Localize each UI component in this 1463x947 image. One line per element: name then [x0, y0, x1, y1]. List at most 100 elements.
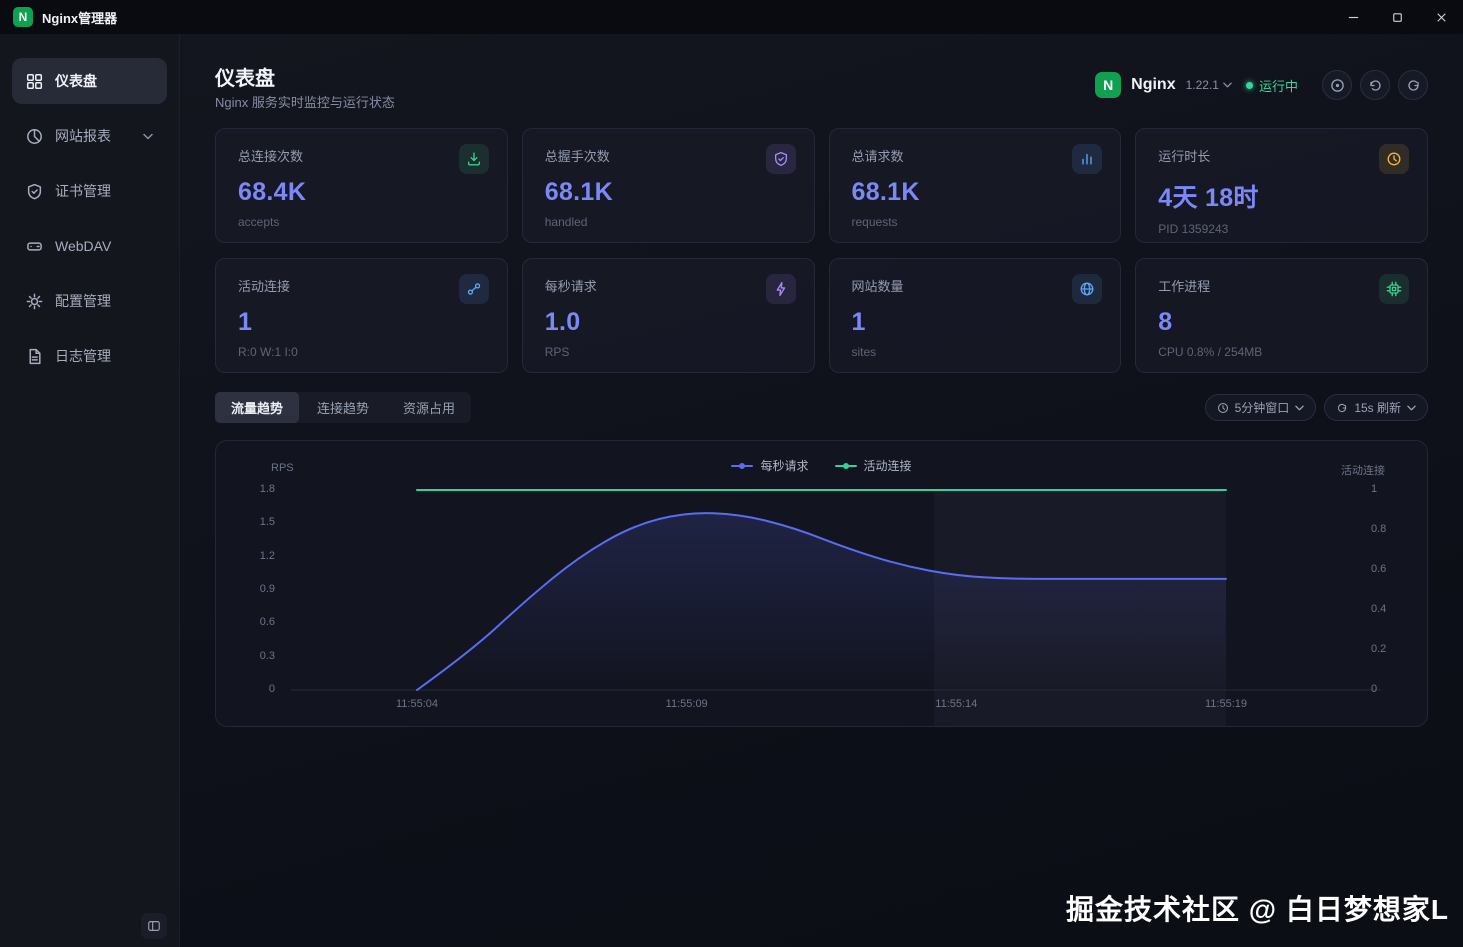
tab-connection-trend[interactable]: 连接趋势: [317, 401, 370, 416]
stat-value: 8: [1158, 308, 1173, 336]
details-button[interactable]: [1322, 70, 1352, 100]
chart-tick-label: 0: [268, 683, 275, 695]
link-nodes-icon: [458, 274, 489, 304]
stat-value: 68.4K: [238, 178, 307, 206]
clock-icon: [1379, 144, 1409, 174]
tab-traffic-trend[interactable]: 流量趋势: [215, 392, 300, 423]
chart-tick-label: 0.8: [1371, 523, 1387, 535]
traffic-chart-panel: RPS 活动连接 每秒请求 活动连接 1.8 1.5 1.2 0.9 0.6 0.3 0 1 0…: [215, 440, 1428, 727]
sidebar-item-label: WebDAV: [55, 238, 112, 254]
sidebar-item-dashboard[interactable]: 仪表盘: [12, 58, 167, 104]
stat-card-total-handshakes: 总握手次数 68.1K handled: [521, 128, 815, 243]
close-icon: [1436, 12, 1446, 22]
bar-chart-icon: [1072, 144, 1103, 174]
stat-sub: PID 1359243: [1158, 222, 1229, 236]
version-selector[interactable]: 1.22.1: [1186, 78, 1232, 92]
stat-sub: requests: [851, 215, 898, 229]
stat-label: 总握手次数: [544, 149, 610, 164]
sidebar-item-certificates[interactable]: 证书管理: [12, 168, 167, 214]
stat-sub: handled: [544, 215, 588, 229]
stat-value: 1: [851, 308, 866, 336]
refresh-icon: [1338, 403, 1347, 412]
maximize-button[interactable]: [1375, 0, 1419, 34]
status-dot: [1245, 81, 1253, 89]
chevron-down-icon: [1223, 82, 1232, 88]
stat-sub: R:0 W:1 I:0: [238, 345, 298, 359]
globe-icon: [1072, 274, 1103, 304]
chart-tick-label: 11:55:09: [665, 698, 708, 710]
status-label: 运行中: [1258, 78, 1298, 94]
stat-card-worker-processes: 工作进程 8 CPU 0.8% / 254MB: [1135, 258, 1428, 373]
stat-value: 1: [238, 308, 253, 336]
stat-sub: sites: [851, 345, 877, 359]
chart-tick-label: 1.5: [259, 516, 275, 529]
restart-button[interactable]: [1360, 70, 1390, 100]
time-window-select[interactable]: 5分钟窗口: [1204, 394, 1317, 421]
sidebar-item-label: 仪表盘: [55, 73, 97, 89]
chart-tick-label: 0: [1371, 683, 1378, 695]
titlebar: N Nginx管理器: [0, 0, 1463, 34]
cpu-icon: [1379, 274, 1409, 304]
chart-tick-label: 0.6: [259, 616, 275, 629]
stat-card-site-count: 网站数量 1 sites: [828, 258, 1122, 373]
minimize-button[interactable]: [1331, 0, 1375, 34]
gear-icon: [26, 293, 43, 309]
main-content: 仪表盘 Nginx 服务实时监控与运行状态 N Nginx 1.22.1 运行中: [180, 34, 1463, 947]
chart-tick-label: 0.3: [259, 649, 275, 662]
sidebar-item-logs[interactable]: 日志管理: [12, 333, 167, 379]
chart-legend: 每秒请求 活动连接: [216, 457, 1427, 474]
refresh-button[interactable]: [1398, 70, 1428, 100]
sidebar: 仪表盘 网站报表 证书管理 WebDAV: [0, 34, 180, 947]
chart-tick-label: 0.9: [259, 583, 275, 595]
chart-tick-label: 11:55:14: [935, 698, 978, 710]
stat-label: 总请求数: [851, 149, 904, 164]
chart-toolbar: 流量趋势 连接趋势 资源占用 5分钟窗口 15s 刷新: [215, 392, 1428, 423]
page-title: 仪表盘: [215, 68, 275, 90]
shield-check-icon: [27, 183, 42, 199]
chevron-down-icon: [143, 133, 153, 139]
stat-card-total-connections: 总连接次数 68.4K accepts: [215, 128, 508, 243]
chevron-down-icon: [1295, 405, 1305, 410]
clock-icon: [1217, 402, 1228, 413]
maximize-icon: [1392, 12, 1402, 22]
legend-item-active-connections: 活动连接: [834, 457, 912, 474]
stat-label: 总连接次数: [238, 149, 304, 164]
stat-card-requests-per-second: 每秒请求 1.0 RPS: [521, 258, 815, 373]
sidebar-item-label: 证书管理: [55, 183, 111, 199]
stat-label: 活动连接: [238, 279, 291, 294]
chart-controls: 5分钟窗口 15s 刷新: [1204, 394, 1428, 421]
server-name: Nginx: [1131, 76, 1176, 93]
chevron-down-icon: [1407, 405, 1416, 410]
sidebar-item-site-reports[interactable]: 网站报表: [12, 113, 167, 159]
chart-tick-label: 1.2: [259, 549, 275, 562]
chart-tick-label: 1: [1371, 483, 1378, 495]
line-chart: [291, 489, 1381, 726]
stat-sub: CPU 0.8% / 254MB: [1158, 345, 1263, 359]
stat-card-active-connections: 活动连接 1 R:0 W:1 I:0: [215, 258, 508, 373]
sidebar-collapse-button[interactable]: [141, 913, 167, 939]
tab-resource-usage[interactable]: 资源占用: [403, 401, 456, 416]
close-button[interactable]: [1419, 0, 1463, 34]
server-status-bar: N Nginx 1.22.1 运行中: [1095, 70, 1428, 100]
chart-tabs: 流量趋势 连接趋势 资源占用: [215, 392, 472, 423]
rps-line-marker-icon: [731, 462, 754, 470]
status-badge: 运行中: [1245, 76, 1298, 95]
stat-value: 68.1K: [544, 178, 613, 206]
pie-chart-icon: [27, 128, 42, 144]
sidebar-item-config[interactable]: 配置管理: [12, 278, 167, 324]
refresh-interval-select[interactable]: 15s 刷新: [1324, 394, 1428, 421]
stat-value: 68.1K: [851, 178, 920, 206]
time-window-label: 5分钟窗口: [1234, 401, 1290, 415]
window-controls: [1331, 0, 1463, 34]
target-icon: [1330, 78, 1344, 92]
stat-sub: accepts: [238, 215, 280, 229]
stat-label: 工作进程: [1158, 279, 1211, 294]
lightning-icon: [765, 274, 796, 304]
rotate-ccw-icon: [1369, 79, 1381, 91]
sidebar-item-webdav[interactable]: WebDAV: [12, 223, 167, 269]
shield-icon: [765, 144, 796, 174]
stat-sub: RPS: [544, 345, 570, 359]
legend-label: 活动连接: [863, 459, 912, 473]
right-axis-label: 活动连接: [1341, 465, 1385, 477]
